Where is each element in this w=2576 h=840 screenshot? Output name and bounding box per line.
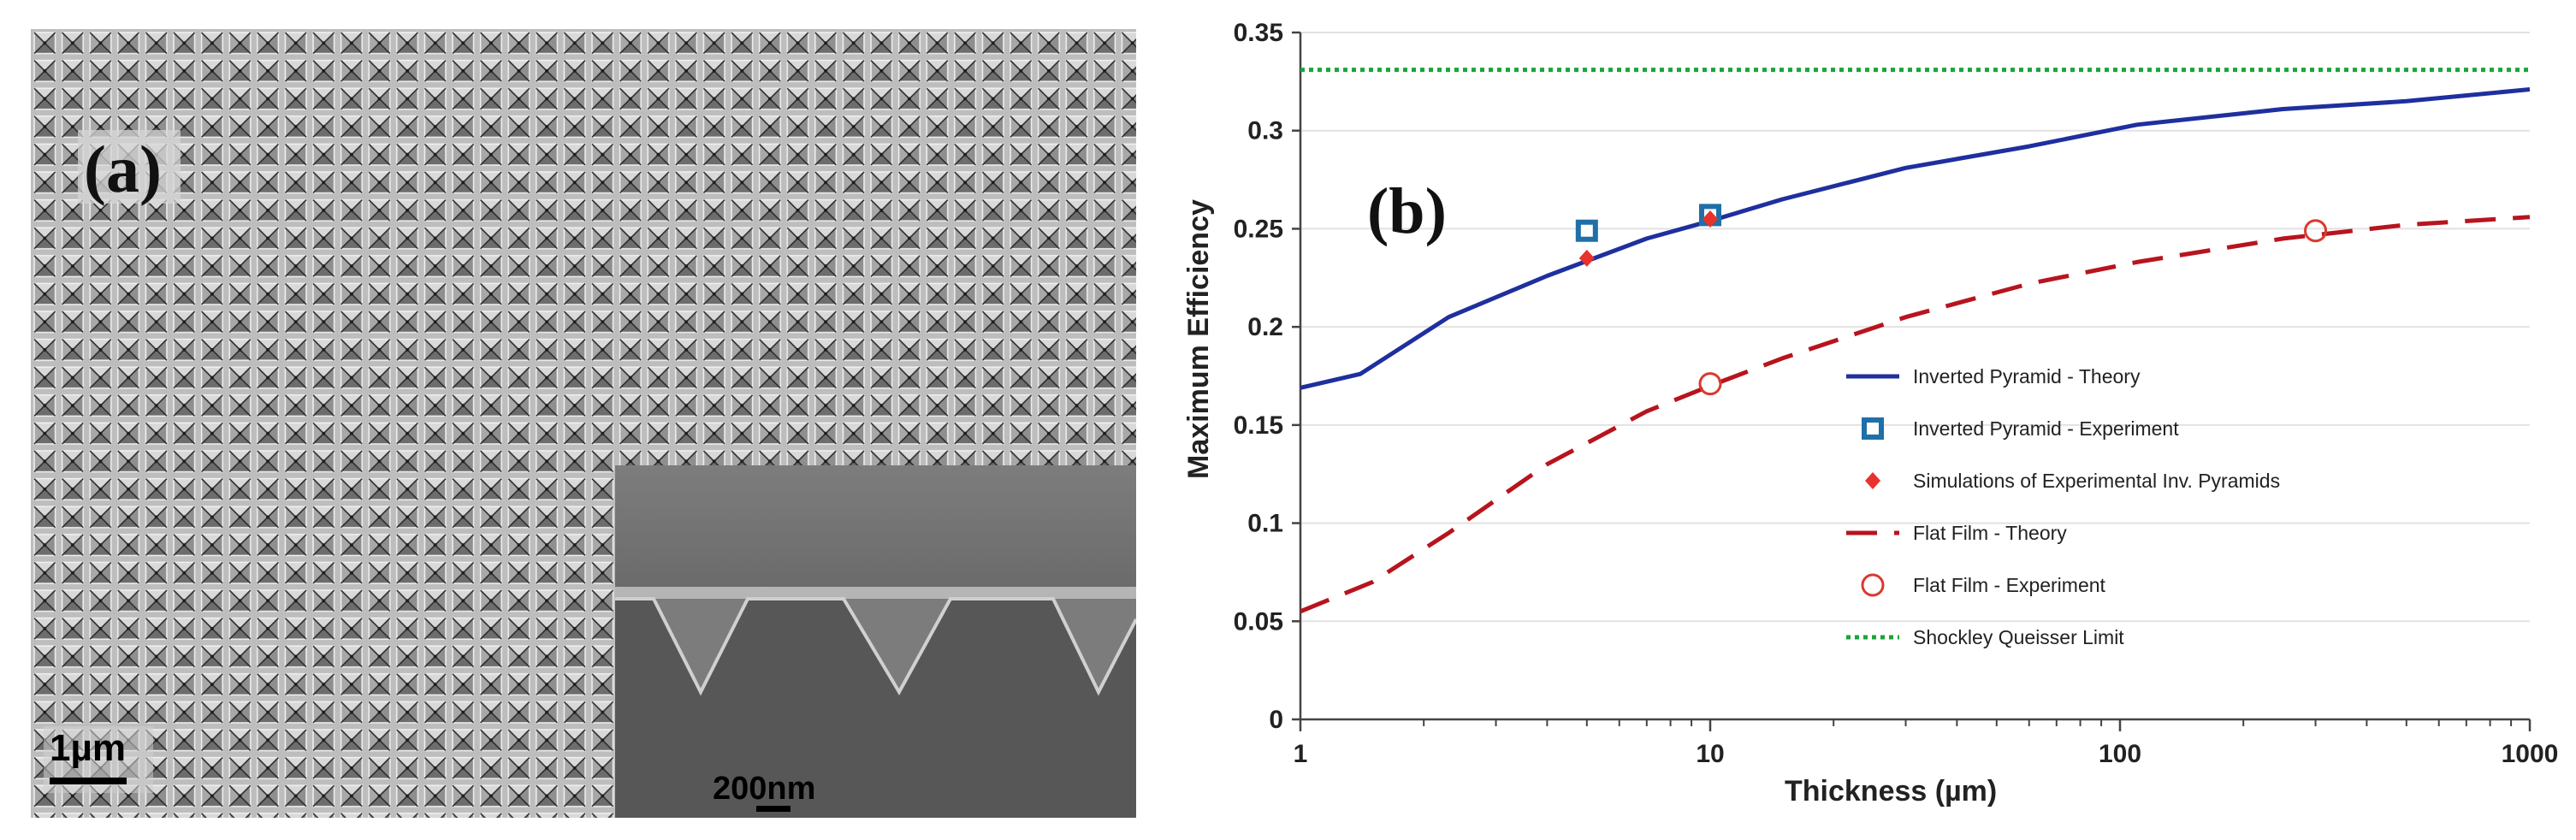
- point-inverted-pyramid-experiment: [1575, 219, 1598, 242]
- scale-bar-inset: [756, 806, 791, 812]
- legend-inverted-pyramid-experiment-swatch: [1862, 417, 1884, 440]
- scale-bar-main: [50, 778, 127, 784]
- series-flat-film-theory: [1300, 215, 2530, 614]
- y-tick-label: 0.1: [1247, 510, 1283, 538]
- point-flat-film-experiment: [1698, 372, 1722, 396]
- sem-image-panel: (a) 1µm 200nm: [31, 29, 1136, 818]
- x-tick-label: 1000: [2502, 740, 2559, 768]
- y-tick-label: 0: [1269, 706, 1283, 734]
- y-axis-title: Maximum Efficiency: [1182, 199, 1215, 479]
- panel-b-label: (b): [1367, 175, 1447, 247]
- x-axis-title: Thickness (µm): [1785, 775, 1997, 807]
- series-inverted-pyramid-theory: [1300, 87, 2530, 390]
- legend-simulations-of-experimental-inv-pyramids-label: Simulations of Experimental Inv. Pyramid…: [1913, 470, 2280, 492]
- legend-flat-film-experiment-label: Flat Film - Experiment: [1913, 574, 2106, 596]
- grid-layer: [1292, 31, 2532, 731]
- x-tick-label: 100: [2099, 740, 2141, 768]
- axes-layer: [1299, 33, 2530, 721]
- legend-flat-film-theory-label: Flat Film - Theory: [1913, 522, 2067, 544]
- efficiency-chart: 0 0.05 0.1 0.15 0.2 0.25 0.3 0.35 1 10 100 1000 Thi…: [1182, 19, 2559, 807]
- marker-layer: [1575, 204, 2328, 396]
- legend-flat-film-experiment-swatch: [1861, 573, 1885, 597]
- scale-bar-inset-label: 200nm: [713, 771, 815, 807]
- point-simulations-of-experimental-inv-pyramids: [1703, 210, 1718, 228]
- tick-labels: 0 0.05 0.1 0.15 0.2 0.25 0.3 0.35 1 10 100 1000: [1234, 19, 2559, 768]
- cross-section-inset: [615, 465, 1136, 818]
- y-tick-label: 0.2: [1247, 313, 1283, 341]
- legend-inverted-pyramid-theory-label: Inverted Pyramid - Theory: [1913, 365, 2141, 387]
- legend: Inverted Pyramid - Theory Inverted Pyrami…: [1846, 365, 2280, 648]
- legend-inverted-pyramid-experiment-label: Inverted Pyramid - Experiment: [1913, 417, 2179, 440]
- y-tick-label: 0.15: [1234, 411, 1283, 440]
- legend-simulations-of-experimental-inv-pyramids-swatch: [1865, 472, 1880, 489]
- y-tick-label: 0.3: [1247, 117, 1283, 145]
- sem-micrograph: (a) 1µm 200nm: [31, 29, 1136, 818]
- x-tick-label: 10: [1696, 740, 1724, 768]
- x-tick-label: 1: [1294, 740, 1308, 768]
- y-tick-label: 0.05: [1234, 607, 1283, 636]
- panel-a-label: (a): [84, 132, 162, 206]
- series-layer: [1300, 68, 2530, 614]
- legend-shockley-queisser-limit-label: Shockley Queisser Limit: [1913, 626, 2124, 648]
- y-tick-label: 0.25: [1234, 215, 1283, 243]
- scale-bar-main-label: 1µm: [50, 727, 126, 769]
- y-tick-label: 0.35: [1234, 19, 1283, 47]
- point-simulations-of-experimental-inv-pyramids: [1578, 249, 1595, 267]
- point-flat-film-experiment: [2304, 219, 2328, 243]
